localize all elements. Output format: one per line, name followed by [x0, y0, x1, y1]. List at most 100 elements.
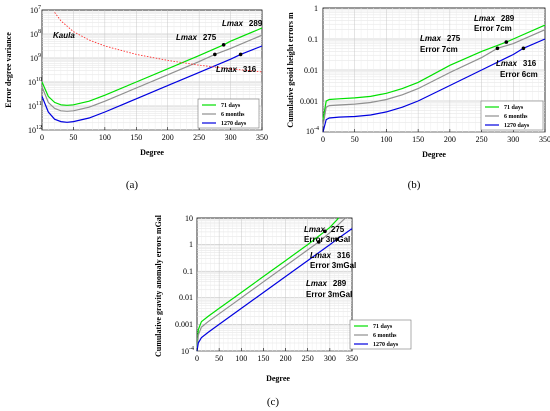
error-label-b-316: Error 6cm [500, 70, 538, 79]
xtick-label-b: 300 [507, 135, 519, 144]
ytick-a-5: 1012 [28, 125, 42, 135]
error-label-c-316: Error 3mGal [310, 261, 356, 270]
panel-label-a: (a) [126, 179, 139, 191]
ylabel-b: Cumulative geoid height errors m [286, 12, 295, 128]
ytick-a-3: 1010 [28, 77, 42, 87]
series-line-a-1270-days [41, 45, 263, 123]
xtick-label-b: 0 [321, 135, 325, 144]
series-line-a-6-months [41, 34, 263, 112]
ytick-c-1: 1 [189, 240, 193, 249]
error-label-b-275: Error 7cm [420, 45, 458, 54]
lmax-label-b-289: Lmax 289 [474, 14, 515, 23]
lmax-dot-b-316 [521, 46, 526, 51]
lines-b [322, 24, 546, 133]
legend-c: 71 days 6 months 1270 days [349, 319, 412, 350]
series-line-a-kaula [54, 12, 263, 73]
xtick-label-a: 150 [130, 133, 142, 142]
legend-label-b-1270: 1270 days [504, 123, 530, 129]
ytick-b-3: 0.001 [300, 97, 318, 106]
lmax-label-a-275: Lmax 275 [176, 33, 217, 42]
error-label-b-289: Error 7cm [474, 24, 512, 33]
ytick-c-5: 10-4 [181, 346, 194, 356]
legend-a: 71 days 6 months 1270 days [197, 98, 260, 129]
ytick-b-0: 1 [314, 4, 318, 13]
xtick-label-b: 150 [412, 135, 424, 144]
xlabel-a: Degree [140, 148, 164, 157]
legend-b: 71 days 6 months 1270 days [480, 100, 544, 131]
series-line-c-1270-days [196, 228, 353, 352]
error-label-c-275: Error 3mGal [304, 235, 350, 244]
xticks-b: 0 50 100 150 200 250 300 350 [321, 129, 550, 144]
annotation-b-316: Lmax 316 Error 6cm [496, 59, 538, 79]
dots-c [316, 229, 339, 244]
grid-c [197, 218, 352, 352]
legend-label-c-6m: 6 months [373, 333, 397, 339]
xtick-label-b: 250 [476, 135, 488, 144]
ytick-b-4: 10-4 [306, 126, 319, 136]
panel-c: 10 1 0.1 0.01 0.001 10-4 0 50 100 150 200 250… [154, 214, 412, 408]
kaula-label: Kaula [53, 31, 75, 40]
xtick-label-a: 250 [193, 133, 205, 142]
ytick-c-4: 0.001 [175, 320, 193, 329]
lmax-dot-c-316 [335, 237, 339, 242]
legend-label-b-71: 71 days [504, 105, 524, 111]
dots-a [213, 43, 243, 57]
xtick-label-a: 50 [69, 133, 77, 142]
xlabel-b: Degree [422, 150, 446, 159]
lmax-dot-b-289 [504, 40, 509, 44]
lmax-dot-a-275 [213, 52, 217, 57]
lmax-label-c-289: Lmax 289 [306, 279, 347, 288]
annotation-c-275: Lmax 275 Error 3mGal [304, 225, 350, 244]
error-label-c-289: Error 3mGal [306, 290, 352, 299]
series-line-c-6-months [196, 217, 346, 352]
xtick-label-c: 50 [215, 354, 223, 363]
lmax-label-c-275: Lmax 275 [304, 225, 345, 234]
lmax-dot-c-275 [316, 240, 321, 244]
xticks-c: 0 50 100 150 200 250 300 350 [195, 348, 358, 363]
ytick-c-0: 10 [185, 214, 193, 223]
lines-a [41, 12, 263, 123]
xtick-label-c: 150 [257, 354, 269, 363]
lmax-dot-b-275 [495, 46, 500, 51]
xtick-label-c: 350 [346, 354, 358, 363]
legend-label-c-1270: 1270 days [373, 342, 399, 348]
legend-label-b-6m: 6 months [504, 114, 528, 120]
lmax-label-a-289: Lmax 289 [222, 19, 263, 28]
panel-b: 1 0.1 0.01 0.001 10-4 0 50 100 150 200 250 300… [286, 4, 550, 191]
lmax-label-b-316: Lmax 316 [496, 59, 537, 68]
ytick-a-1: 108 [30, 29, 41, 39]
panel-label-b: (b) [408, 179, 421, 191]
dots-b [495, 40, 526, 51]
annotation-c-316: Lmax 316 Error 3mGal [310, 251, 356, 270]
annotation-b-275: Lmax 275 Error 7cm [420, 34, 461, 54]
legend-label-a-71: 71 days [221, 103, 241, 109]
lmax-label-c-316: Lmax 316 [310, 251, 351, 260]
ylabel-c: Cumulative gravity anomaly errors mGal [154, 214, 163, 357]
ytick-c-3: 0.01 [179, 293, 193, 302]
xtick-label-c: 300 [324, 354, 336, 363]
xlabel-c: Degree [266, 374, 290, 383]
ytick-b-1: 0.1 [308, 35, 318, 44]
ytick-c-2: 0.1 [183, 267, 193, 276]
ytick-b-2: 0.01 [304, 66, 318, 75]
panel-a: 107 108 109 1010 1011 1012 0 50 100 150 200 2… [4, 5, 268, 191]
ytick-a-4: 1011 [28, 101, 42, 111]
legend-label-a-6m: 6 months [221, 112, 245, 118]
ytick-a-0: 107 [30, 5, 41, 15]
xtick-label-b: 100 [380, 135, 392, 144]
xtick-label-a: 300 [225, 133, 237, 142]
xtick-label-a: 350 [256, 133, 268, 142]
panel-label-c: (c) [267, 396, 280, 408]
xtick-label-c: 100 [235, 354, 247, 363]
xtick-label-a: 200 [162, 133, 174, 142]
xticks-a: 0 50 100 150 200 250 300 350 [40, 127, 268, 142]
ytick-a-2: 109 [30, 53, 41, 63]
lmax-dot-a-316 [238, 52, 243, 57]
ylabel-a: Error degree variance [4, 32, 13, 108]
lmax-label-b-275: Lmax 275 [420, 34, 461, 43]
annotation-c-289: Lmax 289 Error 3mGal [306, 279, 352, 299]
xtick-label-c: 200 [280, 354, 292, 363]
xtick-label-c: 0 [195, 354, 199, 363]
xtick-label-b: 350 [539, 135, 550, 144]
